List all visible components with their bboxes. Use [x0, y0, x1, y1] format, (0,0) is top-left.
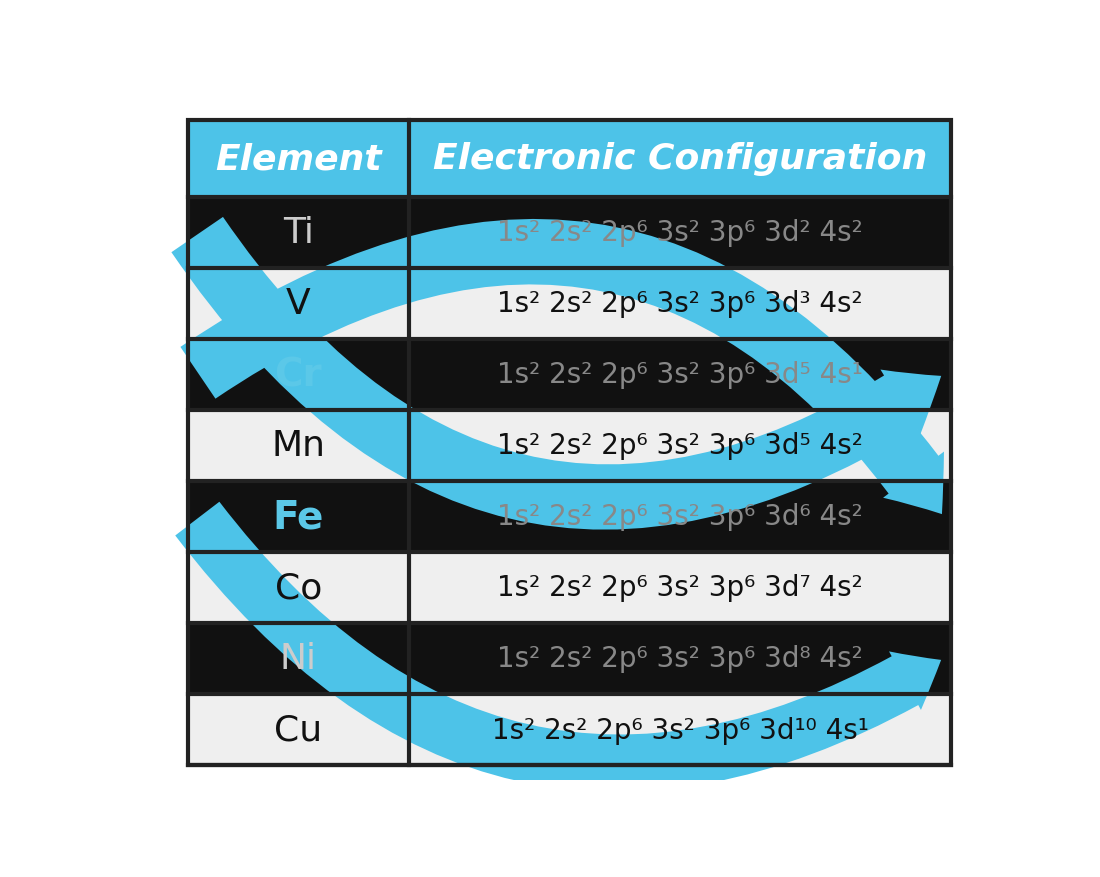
- Text: 1s² 2s² 2p⁶ 3s² 3p⁶ 3d⁶ 4s²: 1s² 2s² 2p⁶ 3s² 3p⁶ 3d⁶ 4s²: [497, 503, 862, 531]
- Text: 1s² 2s² 2p⁶ 3s² 3p⁶ 3d¹⁰ 4s¹: 1s² 2s² 2p⁶ 3s² 3p⁶ 3d¹⁰ 4s¹: [492, 716, 868, 744]
- Text: Fe: Fe: [273, 498, 324, 536]
- Bar: [188, 121, 952, 765]
- Text: 1s² 2s² 2p⁶ 3s² 3p⁶ 3d² 4s²: 1s² 2s² 2p⁶ 3s² 3p⁶ 3d² 4s²: [497, 219, 862, 247]
- Text: Mn: Mn: [272, 429, 326, 463]
- Text: Cu: Cu: [274, 713, 322, 746]
- Bar: [188, 481, 952, 553]
- Text: 1s² 2s² 2p⁶ 3s² 3p⁶ 3d⁷ 4s²: 1s² 2s² 2p⁶ 3s² 3p⁶ 3d⁷ 4s²: [497, 574, 862, 602]
- FancyArrowPatch shape: [175, 503, 942, 792]
- Bar: [188, 695, 952, 765]
- Bar: [188, 553, 952, 624]
- Bar: [188, 121, 952, 765]
- Text: Cr: Cr: [275, 356, 322, 394]
- Bar: [188, 197, 952, 268]
- Text: 1s² 2s² 2p⁶ 3s² 3p⁶ 3d⁵ 4s¹: 1s² 2s² 2p⁶ 3s² 3p⁶ 3d⁵ 4s¹: [497, 361, 862, 389]
- FancyArrowPatch shape: [172, 217, 942, 530]
- Bar: [188, 624, 952, 695]
- Bar: [188, 339, 952, 410]
- Text: 1s² 2s² 2p⁶ 3s² 3p⁶ 3d⁸ 4s²: 1s² 2s² 2p⁶ 3s² 3p⁶ 3d⁸ 4s²: [497, 645, 862, 673]
- Text: Ni: Ni: [279, 642, 317, 675]
- Text: Electronic Configuration: Electronic Configuration: [432, 142, 927, 176]
- Bar: [188, 268, 952, 339]
- Text: 1s² 2s² 2p⁶ 3s² 3p⁶ 3d⁵ 4s²: 1s² 2s² 2p⁶ 3s² 3p⁶ 3d⁵ 4s²: [497, 431, 862, 460]
- Text: Co: Co: [275, 571, 322, 605]
- Text: V: V: [286, 287, 310, 321]
- Bar: [188, 410, 952, 481]
- Text: Element: Element: [214, 142, 382, 176]
- Text: Ti: Ti: [283, 216, 313, 250]
- FancyArrowPatch shape: [180, 219, 944, 515]
- Bar: [188, 121, 952, 197]
- Text: 1s² 2s² 2p⁶ 3s² 3p⁶ 3d³ 4s²: 1s² 2s² 2p⁶ 3s² 3p⁶ 3d³ 4s²: [497, 290, 862, 318]
